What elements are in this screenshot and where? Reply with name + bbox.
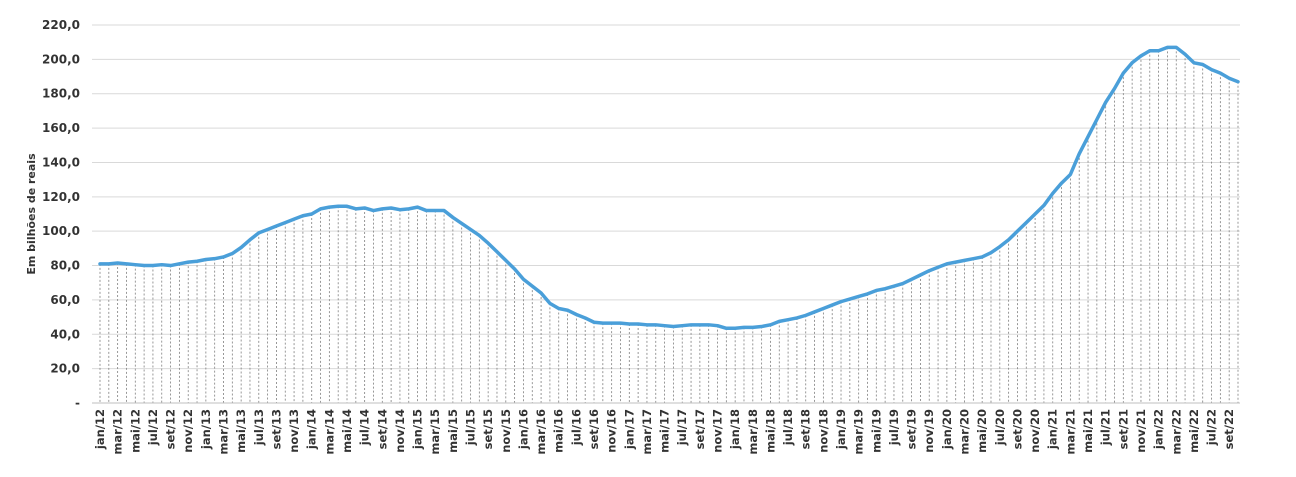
- y-tick-label: 80,0: [50, 259, 80, 273]
- x-tick-label: jul/22: [1205, 409, 1219, 446]
- x-tick-label: jan/18: [728, 409, 742, 450]
- x-tick-label: mar/21: [1063, 409, 1077, 455]
- x-tick-label: jul/19: [887, 409, 901, 446]
- y-axis-ticks: - 20,0 40,0 60,0 80,0 100,0 120,0 140,0 160,0 180…: [42, 18, 80, 410]
- x-tick-label: mai/22: [1187, 409, 1201, 453]
- x-tick-label: mai/12: [128, 409, 142, 453]
- x-tick-label: mai/18: [763, 409, 777, 453]
- x-tick-label: mar/19: [852, 409, 866, 455]
- x-tick-label: mar/13: [217, 409, 231, 455]
- x-tick-label: mar/20: [958, 409, 972, 455]
- x-tick-label: jan/14: [305, 409, 319, 450]
- x-tick-label: jul/16: [569, 409, 583, 446]
- x-tick-label: set/13: [269, 409, 283, 449]
- x-tick-label: set/14: [375, 409, 389, 449]
- x-tick-label: jan/21: [1046, 409, 1060, 450]
- x-tick-label: set/21: [1116, 409, 1130, 449]
- x-tick-label: jul/13: [252, 409, 266, 446]
- x-tick-label: jan/22: [1152, 409, 1166, 450]
- y-tick-label: 20,0: [50, 362, 80, 376]
- y-tick-label: 60,0: [50, 293, 80, 307]
- y-tick-label: 120,0: [42, 190, 80, 204]
- x-tick-label: jan/20: [940, 409, 954, 450]
- gridlines: [92, 24, 1240, 370]
- x-tick-label: jul/12: [146, 409, 160, 446]
- series-line: [98, 45, 1240, 331]
- x-tick-label: jan/13: [199, 409, 213, 450]
- x-tick-label: jan/19: [834, 409, 848, 450]
- x-tick-label: mai/16: [552, 409, 566, 453]
- x-tick-label: set/16: [587, 409, 601, 449]
- x-tick-label: nov/17: [711, 409, 725, 453]
- x-tick-label: mar/18: [746, 409, 760, 455]
- x-tick-label: jul/14: [358, 409, 372, 446]
- x-tick-label: jul/17: [675, 409, 689, 446]
- x-tick-label: mai/15: [446, 409, 460, 453]
- x-tick-label: mai/17: [658, 409, 672, 453]
- x-tick-label: mai/21: [1081, 409, 1095, 453]
- x-tick-label: set/19: [905, 409, 919, 449]
- x-tick-label: set/12: [164, 409, 178, 449]
- x-tick-label: nov/14: [393, 409, 407, 453]
- y-tick-label: 180,0: [42, 87, 80, 101]
- x-tick-label: set/17: [693, 409, 707, 449]
- x-tick-label: mar/17: [640, 409, 654, 455]
- x-tick-label: jul/18: [781, 409, 795, 446]
- x-tick-label: jan/17: [622, 409, 636, 450]
- x-tick-label: mai/20: [975, 409, 989, 453]
- x-tick-label: mar/16: [534, 409, 548, 455]
- x-tick-label: jul/20: [993, 409, 1007, 446]
- x-axis-ticks: jan/12 mar/12 mai/12 jul/12 set/12 nov/12 jan/…: [93, 409, 1236, 455]
- x-tick-label: set/20: [1010, 409, 1024, 449]
- x-tick-label: nov/13: [287, 409, 301, 453]
- x-tick-label: mai/14: [340, 409, 354, 453]
- x-tick-label: set/18: [799, 409, 813, 449]
- x-tick-label: jan/12: [93, 409, 107, 450]
- x-tick-label: nov/20: [1028, 409, 1042, 453]
- y-tick-label: 140,0: [42, 155, 80, 169]
- y-tick-label: 40,0: [50, 327, 80, 341]
- x-tick-label: mai/13: [234, 409, 248, 453]
- x-tick-label: mar/14: [322, 409, 336, 455]
- x-tick-label: mar/22: [1169, 409, 1183, 455]
- x-tick-label: nov/18: [816, 409, 830, 453]
- x-tick-label: mai/19: [869, 409, 883, 453]
- y-tick-label: -: [75, 396, 80, 410]
- x-tick-label: nov/19: [922, 409, 936, 453]
- x-tick-label: jul/15: [464, 409, 478, 446]
- y-tick-label: 200,0: [42, 52, 80, 66]
- x-tick-label: set/22: [1222, 409, 1236, 449]
- x-tick-label: nov/15: [499, 409, 513, 453]
- x-tick-label: nov/21: [1134, 409, 1148, 453]
- x-tick-label: mar/12: [111, 409, 125, 455]
- y-tick-label: 160,0: [42, 121, 80, 135]
- y-axis-label: Em bilhões de reais: [25, 153, 38, 275]
- drop-lines: [99, 47, 1239, 403]
- x-tick-label: jan/16: [516, 409, 530, 450]
- x-tick-label: jul/21: [1099, 409, 1113, 446]
- x-tick-label: nov/12: [181, 409, 195, 453]
- x-tick-label: set/15: [481, 409, 495, 449]
- x-tick-label: nov/16: [605, 409, 619, 453]
- y-tick-label: 100,0: [42, 224, 80, 238]
- y-tick-label: 220,0: [42, 18, 80, 32]
- x-tick-label: jan/15: [411, 409, 425, 450]
- x-tick-label: mar/15: [428, 409, 442, 455]
